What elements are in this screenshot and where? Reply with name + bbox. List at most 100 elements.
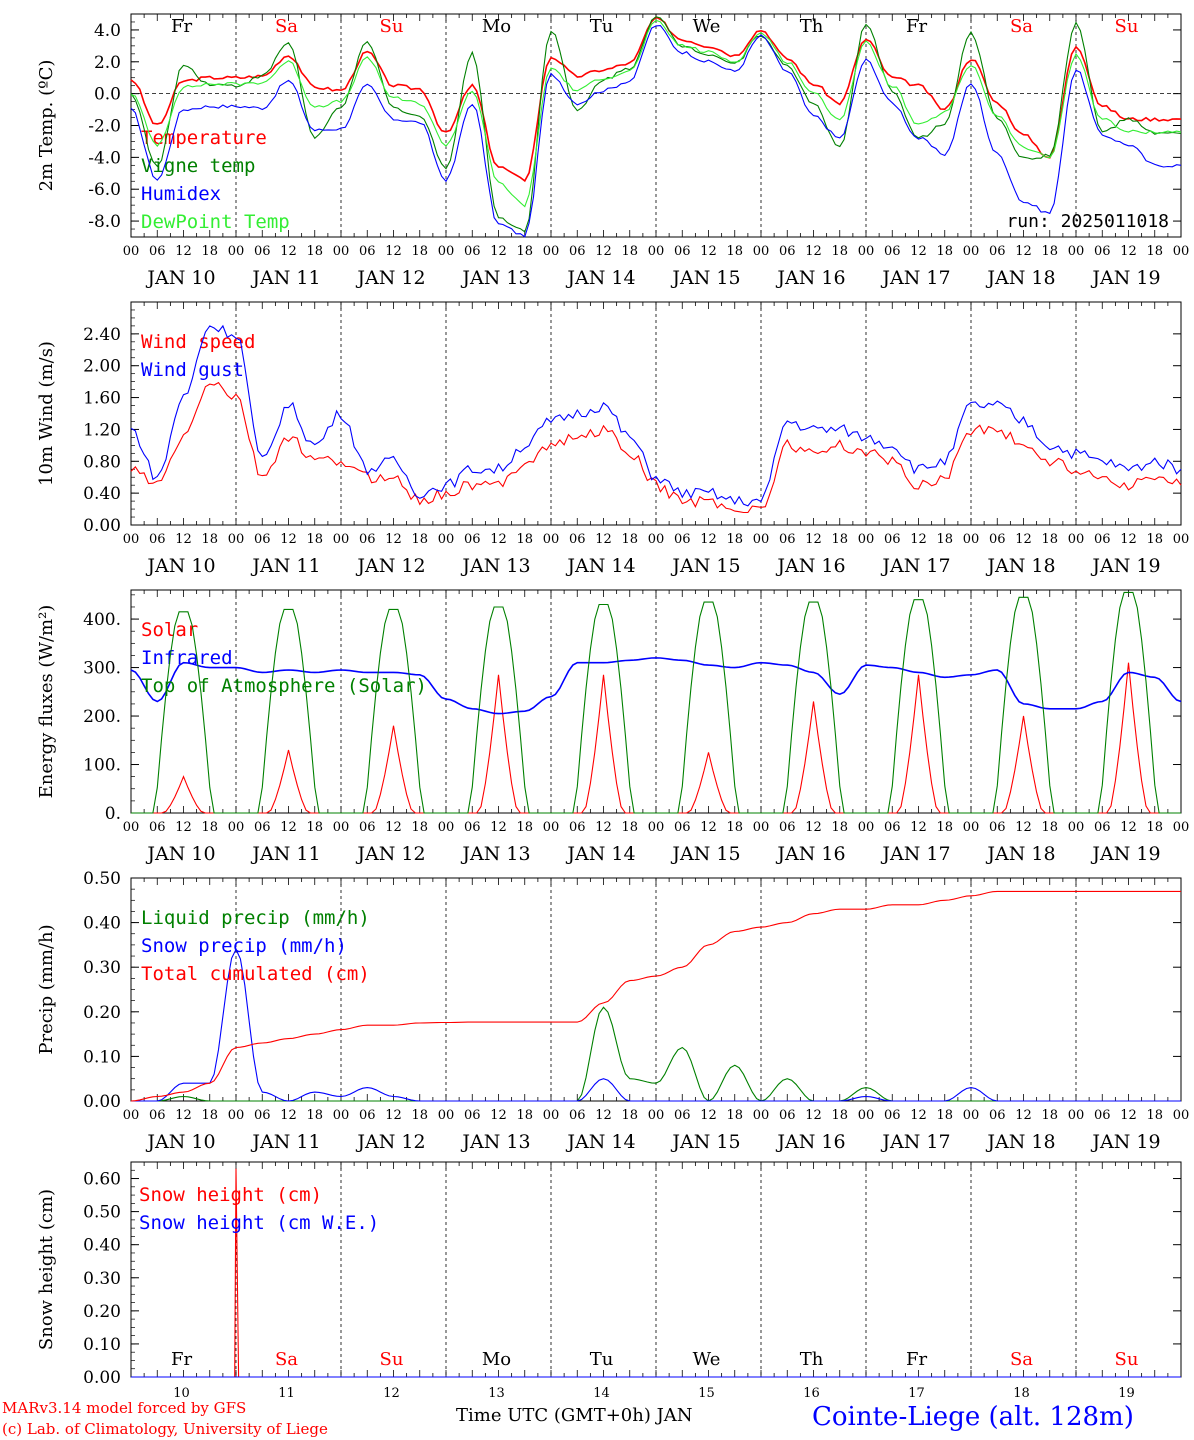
hour-tick-label: 00 [228, 532, 245, 547]
weekday-label: Fr [906, 1349, 927, 1370]
hour-tick-label: 12 [385, 1108, 402, 1123]
y-tick-label: 300. [83, 659, 121, 679]
panel-2: 0.00 0.40 0.80 1.20 1.60 2.00 2.40 10m Wind (m/… [36, 301, 1190, 577]
hour-tick-label: 18 [306, 244, 323, 259]
station-label: Cointe-Liege (alt. 128m) [812, 1402, 1134, 1432]
legend-entry: Liquid precip (mm/h) [141, 907, 370, 929]
hour-tick-label: 12 [490, 532, 507, 547]
hour-tick-label: 06 [779, 1108, 796, 1123]
date-label: JAN 13 [460, 843, 530, 865]
panel-5: 0.00 0.10 0.20 0.30 0.40 0.50 0.60 Snow height … [36, 1161, 1182, 1401]
hour-tick-label: 06 [254, 1108, 271, 1123]
hour-tick-label: 00 [228, 820, 245, 835]
y-tick-label: 0. [105, 804, 121, 824]
legend-entry: Snow precip (mm/h) [141, 935, 347, 957]
hour-tick-label: 12 [1120, 820, 1137, 835]
hour-tick-label: 12 [595, 532, 612, 547]
hour-tick-label: 00 [123, 1108, 140, 1123]
hour-tick-label: 12 [910, 820, 927, 835]
hour-tick-label: 06 [1094, 820, 1111, 835]
hour-tick-label: 12 [595, 1108, 612, 1123]
date-label: JAN 14 [565, 1131, 635, 1153]
hour-tick-label: 06 [989, 532, 1006, 547]
hour-tick-label: 06 [359, 244, 376, 259]
hour-tick-label: 00 [963, 820, 980, 835]
hour-tick-label: 12 [490, 820, 507, 835]
hour-tick-label: 18 [726, 532, 743, 547]
hour-tick-label: 06 [569, 820, 586, 835]
date-label: JAN 12 [355, 555, 425, 577]
hour-tick-label: 00 [858, 532, 875, 547]
y-tick-label: 0.20 [83, 1302, 121, 1322]
model-credit: MARv3.14 model forced by GFS [2, 1399, 247, 1417]
y-tick-label: 0.10 [83, 1047, 121, 1067]
hour-tick-label: 06 [674, 532, 691, 547]
legend-entry: DewPoint Temp [141, 211, 290, 233]
hour-tick-label: 00 [1173, 820, 1190, 835]
hour-tick-label: 00 [1068, 244, 1085, 259]
hour-tick-label: 12 [280, 244, 297, 259]
series-line-3 [131, 591, 1181, 814]
date-label: JAN 18 [985, 843, 1055, 865]
hour-tick-label: 12 [1015, 1108, 1032, 1123]
hour-tick-label: 06 [779, 820, 796, 835]
hour-tick-label: 00 [1068, 1108, 1085, 1123]
hour-tick-label: 00 [858, 1108, 875, 1123]
hour-tick-label: 18 [621, 820, 638, 835]
y-tick-label: 0.40 [83, 914, 121, 934]
hour-tick-label: 00 [858, 820, 875, 835]
date-number: 13 [488, 1386, 505, 1401]
hour-tick-label: 18 [726, 244, 743, 259]
hour-tick-label: 06 [569, 1108, 586, 1123]
hour-tick-label: 12 [490, 1108, 507, 1123]
date-number: 14 [593, 1386, 610, 1401]
hour-tick-label: 18 [201, 1108, 218, 1123]
y-tick-label: 100. [83, 756, 121, 776]
y-tick-label: 0.20 [83, 1003, 121, 1023]
y-tick-label: 4.0 [94, 21, 121, 41]
hour-tick-label: 12 [700, 532, 717, 547]
hour-tick-label: 06 [254, 820, 271, 835]
run-annotation: run: 2025011018 [1006, 211, 1169, 232]
hour-tick-label: 18 [621, 532, 638, 547]
hour-tick-label: 12 [1120, 244, 1137, 259]
weekday-label: Tu [590, 16, 614, 37]
y-tick-label: 0.40 [83, 1236, 121, 1256]
y-tick-label: 0.30 [83, 958, 121, 978]
date-label: JAN 13 [460, 555, 530, 577]
date-number: 12 [383, 1386, 400, 1401]
hour-tick-label: 00 [1173, 1108, 1190, 1123]
hour-tick-label: 06 [464, 532, 481, 547]
hour-tick-label: 06 [1094, 244, 1111, 259]
hour-tick-label: 12 [385, 244, 402, 259]
hour-tick-label: 12 [700, 820, 717, 835]
date-label: JAN 18 [985, 267, 1055, 289]
date-label: JAN 11 [250, 1131, 320, 1153]
y-axis-label: Energy fluxes (W/m²) [36, 605, 57, 799]
hour-tick-label: 00 [1173, 532, 1190, 547]
hour-tick-label: 18 [831, 244, 848, 259]
series-line-4 [130, 19, 1182, 208]
hour-tick-label: 06 [464, 820, 481, 835]
hour-tick-label: 00 [648, 820, 665, 835]
hour-tick-label: 18 [936, 820, 953, 835]
hour-tick-label: 00 [543, 820, 560, 835]
hour-tick-label: 18 [726, 1108, 743, 1123]
legend-entry: Solar [141, 619, 198, 641]
hour-tick-label: 18 [411, 820, 428, 835]
date-label: JAN 16 [775, 843, 845, 865]
hour-tick-label: 00 [648, 244, 665, 259]
plot-frame [130, 13, 1182, 238]
hour-tick-label: 00 [858, 244, 875, 259]
hour-tick-label: 12 [910, 532, 927, 547]
hour-tick-label: 06 [989, 1108, 1006, 1123]
hour-tick-label: 06 [569, 532, 586, 547]
date-label: JAN 13 [460, 267, 530, 289]
hour-tick-label: 00 [333, 244, 350, 259]
date-label: JAN 16 [775, 555, 845, 577]
panel-3: 0. 100. 200. 300. 400. Energy fluxes (W/m²) 00… [36, 589, 1190, 865]
y-tick-label: 2.0 [94, 53, 121, 73]
hour-tick-label: 12 [910, 244, 927, 259]
date-label: JAN 14 [565, 843, 635, 865]
hour-tick-label: 06 [149, 1108, 166, 1123]
